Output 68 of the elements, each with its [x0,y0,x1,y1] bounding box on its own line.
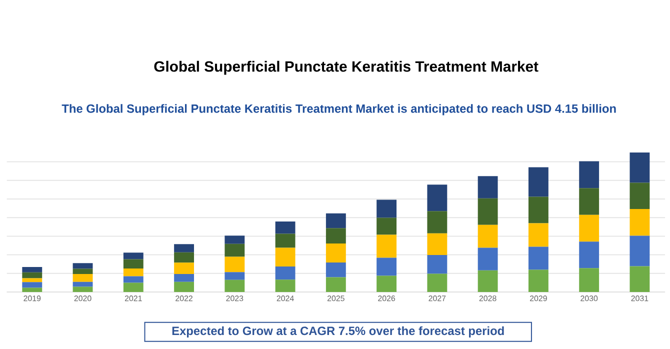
bar [22,282,42,288]
bar [630,209,650,236]
bar [427,274,448,292]
bar [275,280,296,292]
bar [326,277,346,292]
bar [427,255,448,274]
bar [630,266,650,292]
bar [72,286,93,292]
bar [478,198,498,225]
bar [528,223,548,247]
bar [579,268,600,292]
bar [22,272,42,278]
bar [579,242,600,268]
bar [174,262,194,274]
bar [224,236,245,244]
bar [376,200,397,218]
bar [326,228,346,244]
bar [478,248,498,270]
chart-subtitle: The Global Superficial Punctate Keratitis Treatment Market is anticipated to reach USD 4.15 billion [62,104,616,116]
bar [427,211,448,234]
bar [224,272,245,280]
bar [376,218,397,235]
bar [478,224,498,248]
bar [224,280,245,292]
bar [427,184,448,212]
bar [123,276,144,283]
bar [123,268,144,276]
bar [528,270,548,292]
bar [376,276,397,292]
bar [579,214,600,242]
bar [528,196,548,224]
bar [326,244,346,263]
bar [224,256,245,272]
bar [22,288,42,292]
bar [528,246,548,270]
bar [275,266,296,280]
bar [427,233,448,256]
bar [72,274,93,282]
bar [326,262,346,278]
bar [376,234,397,258]
bar [528,167,548,197]
bar [174,282,194,292]
bar [630,236,650,266]
text: Expected to Grow at a CAGR 7.5% over the forecast period [172,326,504,338]
bar [478,176,498,198]
bar [72,263,93,269]
bar [376,258,397,276]
bar [579,188,600,215]
bar [22,267,42,272]
bar [630,182,650,210]
bar [72,282,93,287]
bar [579,161,600,188]
bar [478,270,498,292]
bar [630,152,650,183]
bar [123,282,144,292]
bar [123,259,144,269]
bar [326,213,346,228]
bar [174,244,194,252]
bar [174,252,194,263]
bar [275,222,296,234]
bar [275,234,296,248]
bar [123,252,144,260]
bar [224,244,245,257]
bar [275,248,296,267]
bar [72,268,93,274]
bar [174,274,194,282]
bar [22,278,42,282]
chart-title: Global Superficial Punctate Keratitis Treatment Market [154,60,538,75]
